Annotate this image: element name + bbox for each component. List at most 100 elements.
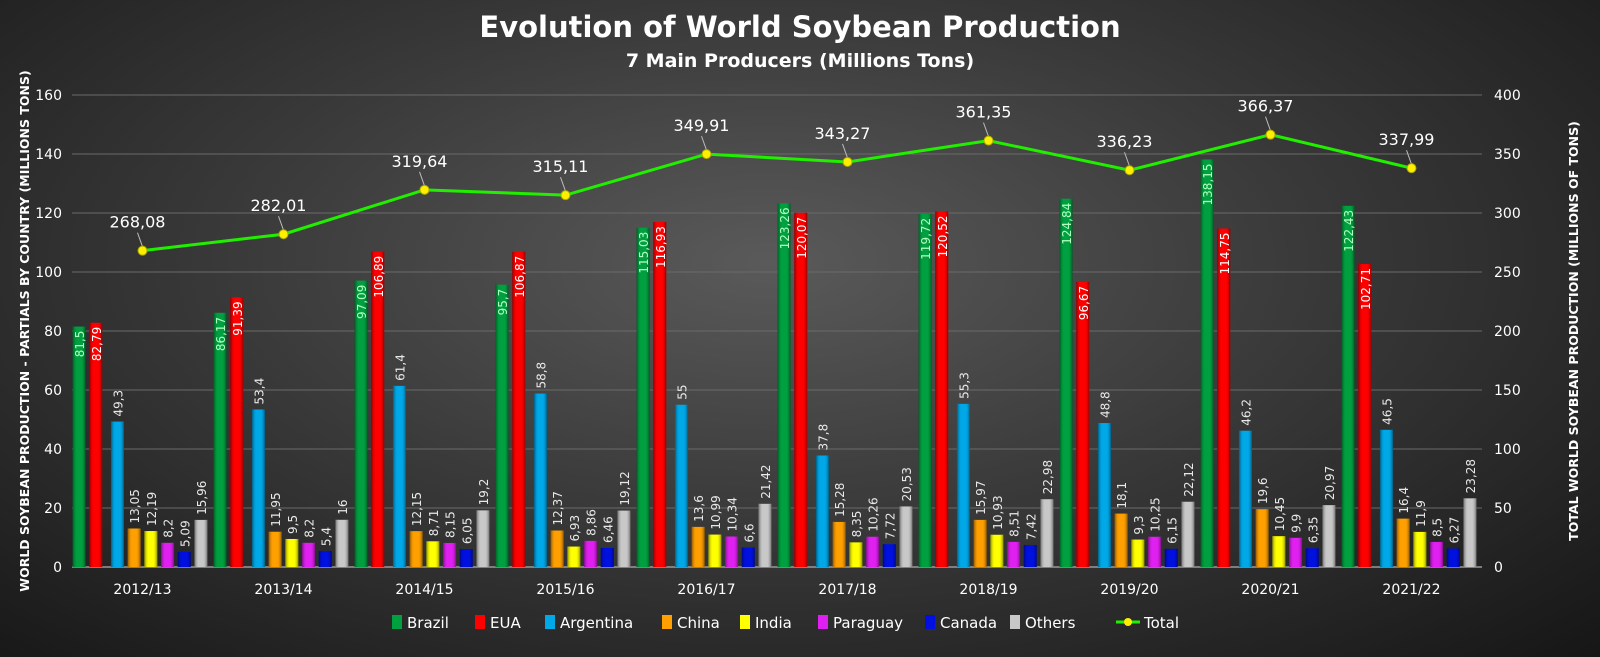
total-marker	[560, 190, 571, 201]
bar-shade	[1164, 548, 1178, 567]
bar-shade	[476, 510, 490, 567]
data-label: 18,1	[1115, 482, 1129, 509]
data-label: 96,67	[1077, 286, 1091, 320]
leader-line	[137, 232, 143, 247]
legend-swatch-eua	[475, 615, 485, 629]
bar-shade	[354, 280, 368, 567]
bar-shade	[1341, 205, 1355, 568]
bar-shade	[318, 551, 332, 567]
bar-shade	[409, 531, 423, 567]
total-marker	[983, 135, 994, 146]
bar-shade	[512, 251, 526, 567]
bar-shade	[144, 531, 158, 567]
bar-shade	[1023, 545, 1037, 567]
y-tick-label: 140	[35, 147, 62, 163]
data-label: 49,3	[111, 390, 125, 417]
total-marker	[1124, 165, 1135, 176]
total-data-label: 366,37	[1238, 97, 1294, 116]
x-tick-label: 2018/19	[959, 582, 1017, 598]
leader-line	[560, 177, 566, 192]
y2-tick-label: 200	[1494, 324, 1521, 340]
y2-tick-label: 50	[1494, 501, 1512, 517]
legend-label: Canada	[940, 614, 997, 632]
total-marker	[1265, 129, 1276, 140]
legend-label: India	[755, 614, 792, 632]
bar-shade	[268, 531, 282, 567]
leader-line	[1265, 116, 1271, 131]
data-label: 138,15	[1201, 163, 1215, 205]
bar-shade	[882, 544, 896, 567]
data-label: 53,4	[252, 378, 266, 405]
data-label: 91,39	[231, 301, 245, 335]
bar-shade	[691, 526, 705, 567]
legend-swatch-paraguay	[818, 615, 828, 629]
total-marker	[1406, 163, 1417, 174]
total-data-label: 343,27	[815, 124, 871, 143]
data-label: 15,28	[833, 483, 847, 517]
data-label: 119,72	[919, 218, 933, 260]
bar-shade	[758, 503, 772, 567]
data-label: 6,05	[460, 517, 474, 544]
x-tick-label: 2013/14	[254, 582, 312, 598]
bar-shade	[72, 326, 86, 567]
bar-shade	[161, 542, 175, 567]
data-label: 7,72	[883, 513, 897, 540]
y-tick-label: 120	[35, 206, 62, 222]
y2-tick-label: 0	[1494, 560, 1503, 576]
data-label: 6,15	[1165, 517, 1179, 544]
data-label: 13,05	[128, 489, 142, 523]
data-label: 55	[675, 384, 689, 399]
total-data-label: 361,35	[956, 103, 1012, 122]
bar-shade	[285, 538, 299, 567]
data-label: 116,93	[654, 226, 668, 268]
data-label: 120,52	[936, 215, 950, 257]
y-tick-label: 60	[44, 383, 62, 399]
legend-swatch-india	[740, 615, 750, 629]
y-axis-title: WORLD SOYBEAN PRODUCTION - PARTIALS BY C…	[17, 70, 32, 591]
data-label: 8,35	[850, 511, 864, 538]
data-label: 6,93	[568, 515, 582, 542]
bar-shade	[230, 297, 244, 567]
bar-shade	[1272, 536, 1286, 567]
bar-shade	[777, 203, 791, 567]
leader-line	[1406, 150, 1412, 165]
bar-shade	[956, 403, 970, 567]
bar-shade	[918, 213, 932, 568]
leader-line	[419, 171, 425, 186]
y2-tick-label: 150	[1494, 383, 1521, 399]
bar-shade	[89, 322, 103, 567]
y2-tick-label: 400	[1494, 88, 1521, 104]
data-label: 114,75	[1218, 232, 1232, 274]
bar-shade	[1255, 509, 1269, 567]
data-label: 10,93	[991, 495, 1005, 529]
bar-shade	[177, 551, 191, 567]
total-data-label: 337,99	[1379, 130, 1435, 149]
total-data-label: 268,08	[110, 213, 166, 232]
bar-shade	[584, 540, 598, 567]
bar-shade	[1181, 501, 1195, 567]
total-marker	[137, 245, 148, 256]
data-label: 82,79	[90, 327, 104, 361]
bar-shade	[832, 521, 846, 567]
x-tick-label: 2020/21	[1241, 582, 1299, 598]
bar-shade	[550, 530, 564, 567]
data-label: 106,89	[372, 256, 386, 298]
total-marker	[278, 229, 289, 240]
legend-swatch-brazil	[392, 615, 402, 629]
data-label: 21,42	[759, 464, 773, 498]
data-label: 11,9	[1414, 500, 1428, 527]
data-label: 19,6	[1256, 477, 1270, 504]
bar-shade	[1430, 541, 1444, 567]
bar-shade	[213, 312, 227, 567]
bar-shade	[1396, 518, 1410, 567]
bar-shade	[1007, 541, 1021, 567]
y2-tick-label: 100	[1494, 442, 1521, 458]
data-label: 102,71	[1359, 268, 1373, 310]
data-label: 95,7	[496, 289, 510, 316]
y-tick-label: 20	[44, 501, 62, 517]
data-label: 46,5	[1380, 398, 1394, 425]
bar-shade	[1076, 281, 1090, 567]
data-label: 15,97	[974, 481, 988, 515]
bar-shade	[426, 541, 440, 567]
y-tick-label: 40	[44, 442, 62, 458]
